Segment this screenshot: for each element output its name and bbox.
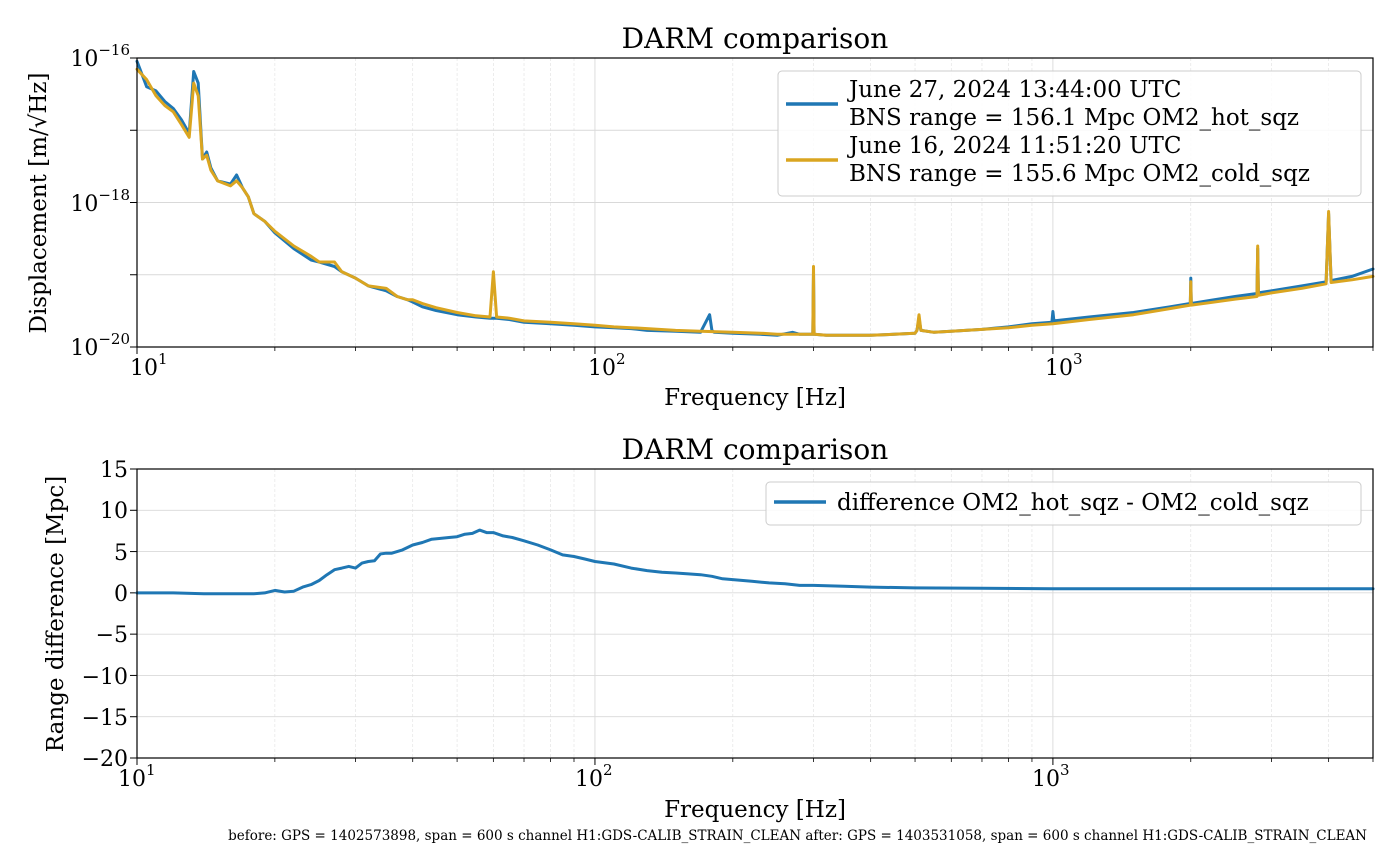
y-tick-label: −5: [96, 623, 128, 648]
legend-label: June 27, 2024 13:44:00 UTC: [847, 77, 1181, 103]
footer-note: before: GPS = 1402573898, span = 600 s c…: [228, 828, 1367, 844]
legend-label: difference OM2_hot_sqz - OM2_cold_sqz: [837, 490, 1309, 516]
y-tick-label: 15: [100, 458, 128, 483]
y-tick-label: −20: [82, 747, 128, 772]
y-tick-labels: 15 10 5 0 −5 −10 −15 −20: [82, 458, 128, 772]
panel-range-difference: DARM comparison 15 10 5 0 −5 −10 −15 −20…: [43, 433, 1375, 823]
plot-frame: [136, 468, 1374, 759]
plot-frame: [136, 57, 1374, 348]
x-tick-label: 103: [1032, 761, 1070, 792]
x-tick-label: 101: [118, 761, 156, 792]
y-axis-label: Displacement [m/√Hz]: [26, 72, 52, 333]
legend-box: [777, 70, 1362, 197]
chart-title: DARM comparison: [622, 22, 889, 55]
legend-box: [765, 481, 1362, 526]
y-tick-label: 10−16: [70, 41, 130, 72]
y-axis-label: Range difference [Mpc]: [43, 476, 69, 752]
x-tick-label: 102: [588, 350, 626, 381]
legend: difference OM2_hot_sqz - OM2_cold_sqz: [765, 481, 1362, 526]
y-tick-label: −15: [82, 706, 128, 731]
legend: June 27, 2024 13:44:00 UTC BNS range = 1…: [777, 70, 1362, 197]
series-line-2: [135, 67, 1375, 337]
legend-label: BNS range = 155.6 Mpc OM2_cold_sqz: [849, 161, 1310, 187]
y-tick-label: 0: [114, 582, 128, 607]
y-tick-label: 10: [100, 499, 128, 524]
legend-label: BNS range = 156.1 Mpc OM2_hot_sqz: [849, 105, 1299, 131]
x-axis-label: Frequency [Hz]: [664, 385, 846, 411]
y-tick-label: 5: [114, 541, 128, 566]
legend-label: June 16, 2024 11:51:20 UTC: [847, 133, 1181, 159]
y-tick-label: −10: [82, 665, 128, 690]
series-line-1: [135, 528, 1375, 596]
series-lines: [135, 528, 1375, 596]
x-tick-label: 101: [130, 350, 168, 381]
x-tick-label: 103: [1045, 350, 1083, 381]
x-axis-label: Frequency [Hz]: [664, 797, 846, 823]
chart-title: DARM comparison: [622, 433, 889, 466]
y-tick-label: 10−18: [70, 186, 130, 217]
y-tick-label: 10−20: [70, 330, 130, 361]
panel-displacement: DARM comparison 10−16 10−18 10−20 101 10…: [26, 22, 1375, 411]
x-tick-label: 102: [575, 761, 613, 792]
series-lines: [135, 59, 1375, 337]
